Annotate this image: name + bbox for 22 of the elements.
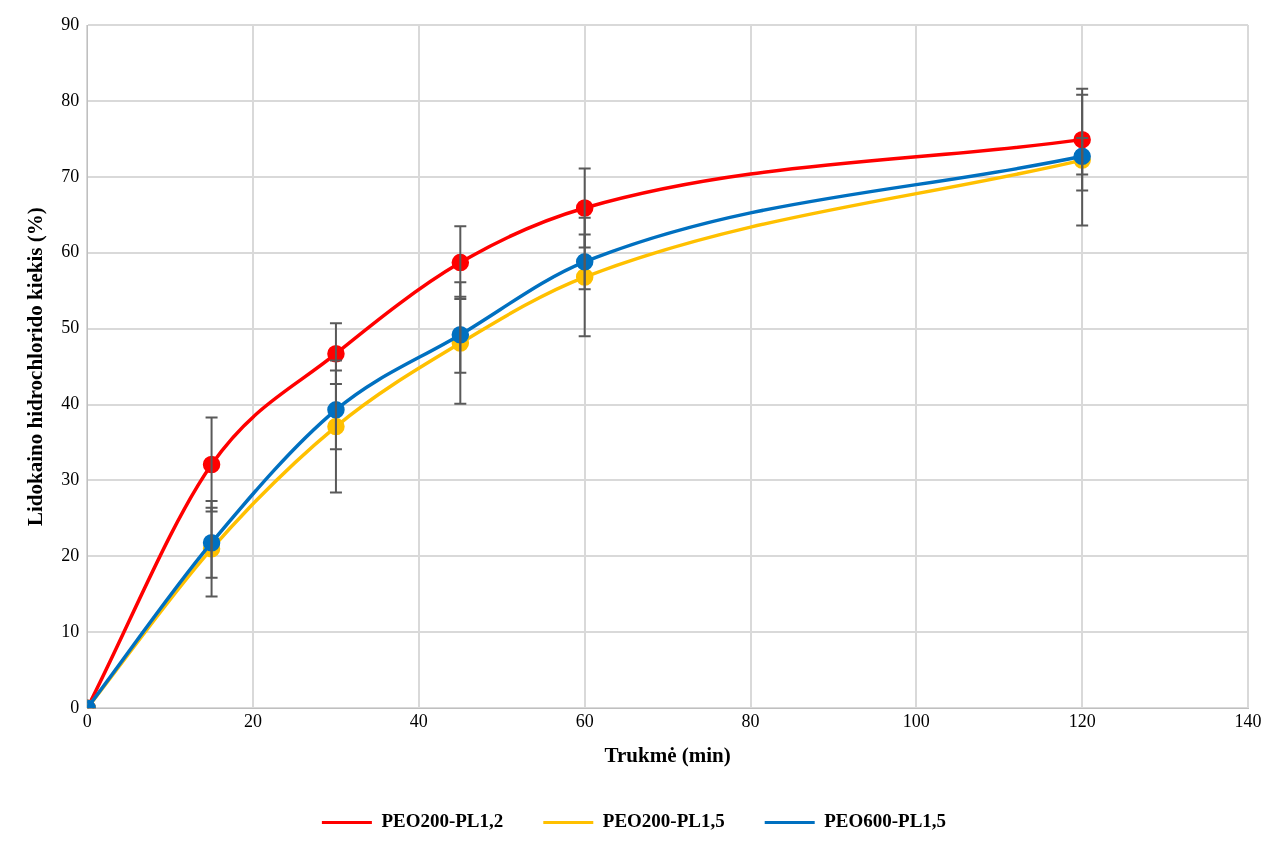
y-tick-label: 80 [61, 89, 80, 110]
y-tick-label: 0 [70, 696, 80, 717]
x-tick-label: 80 [741, 710, 760, 731]
y-tick-label: 60 [61, 241, 80, 262]
x-tick-label: 60 [575, 710, 594, 731]
y-tick-label: 20 [61, 545, 80, 566]
x-tick-label: 120 [1068, 710, 1096, 731]
y-tick-label: 90 [61, 13, 80, 34]
legend-label: PEO600-PL1,5 [824, 810, 947, 832]
x-tick-label: 20 [244, 710, 263, 731]
x-tick-label: 140 [1234, 710, 1262, 731]
y-tick-label: 10 [61, 621, 80, 642]
y-tick-label: 70 [61, 165, 80, 186]
legend-label: PEO200-PL1,5 [602, 810, 725, 832]
y-axis-title: Lidokaino hidrochlorido kiekis (%) [23, 207, 48, 526]
y-tick-label: 30 [61, 469, 80, 490]
x-tick-label: 40 [409, 710, 428, 731]
x-tick-label: 100 [902, 710, 930, 731]
y-tick-label: 40 [61, 393, 80, 414]
x-axis-title: Trukmė (min) [604, 742, 731, 767]
y-tick-label: 50 [61, 317, 80, 338]
legend-label: PEO200-PL1,2 [381, 810, 504, 832]
